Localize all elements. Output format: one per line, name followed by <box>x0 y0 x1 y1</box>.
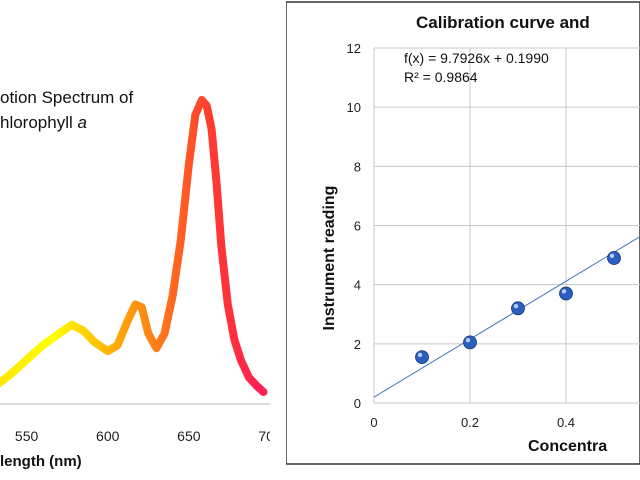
calibration-x-tick-label: 0.4 <box>557 415 575 430</box>
calibration-curve-panel: Calibration curve and 02468101200.20.40.… <box>286 0 640 480</box>
data-point-highlight <box>465 337 471 343</box>
regression-equation: f(x) = 9.7926x + 0.1990 <box>404 50 549 66</box>
calibration-x-tick-label: 0 <box>370 415 377 430</box>
spectrum-x-tick-label: 650 <box>177 428 201 444</box>
spectrum-title-line2-text: hlorophyll <box>0 113 73 132</box>
calibration-y-tick-label: 8 <box>354 159 361 174</box>
calibration-y-tick-label: 0 <box>354 396 361 411</box>
calibration-data-point <box>463 335 477 350</box>
spectrum-x-axis-label: length (nm) <box>0 453 82 470</box>
spectrum-series-curve <box>0 96 268 396</box>
calibration-frame <box>286 1 640 465</box>
absorption-spectrum-panel: otion Spectrum of hlorophyll a 550 600 650… <box>0 0 270 480</box>
calibration-y-tick-label: 10 <box>347 100 361 115</box>
calibration-curve-chart: Calibration curve and 02468101200.20.40.… <box>286 1 640 465</box>
calibration-data-point <box>415 350 429 365</box>
calibration-data-point <box>511 301 525 316</box>
data-point-highlight <box>561 289 567 294</box>
spectrum-x-tick-label: 550 <box>15 428 39 444</box>
calibration-y-tick-label: 4 <box>354 278 361 293</box>
calibration-y-tick-label: 6 <box>354 219 361 234</box>
calibration-x-tick-label: 0.2 <box>461 415 479 430</box>
calibration-y-tick-label: 2 <box>354 337 361 352</box>
calibration-x-axis-label: Concentra <box>528 438 607 455</box>
calibration-title: Calibration curve and <box>416 13 590 32</box>
spectrum-x-tick-label: 600 <box>96 428 120 444</box>
calibration-data-point <box>559 286 573 301</box>
spectrum-x-tick-label: 700 <box>258 428 270 444</box>
data-point-highlight <box>513 303 519 309</box>
calibration-y-tick-label: 12 <box>347 41 361 56</box>
spectrum-title-italic: a <box>78 113 87 132</box>
spectrum-title-line2: hlorophyll a <box>0 113 87 132</box>
absorption-spectrum-chart: otion Spectrum of hlorophyll a 550 600 650… <box>0 88 270 470</box>
data-point-highlight <box>609 253 615 259</box>
regression-line <box>373 235 640 398</box>
spectrum-title-line1: otion Spectrum of <box>0 88 134 107</box>
calibration-data-point <box>607 251 621 265</box>
r-squared-value: R² = 0.9864 <box>404 69 478 85</box>
data-point-highlight <box>417 352 423 358</box>
panel-divider <box>270 0 286 480</box>
calibration-y-axis-label: Instrument reading <box>321 186 338 331</box>
